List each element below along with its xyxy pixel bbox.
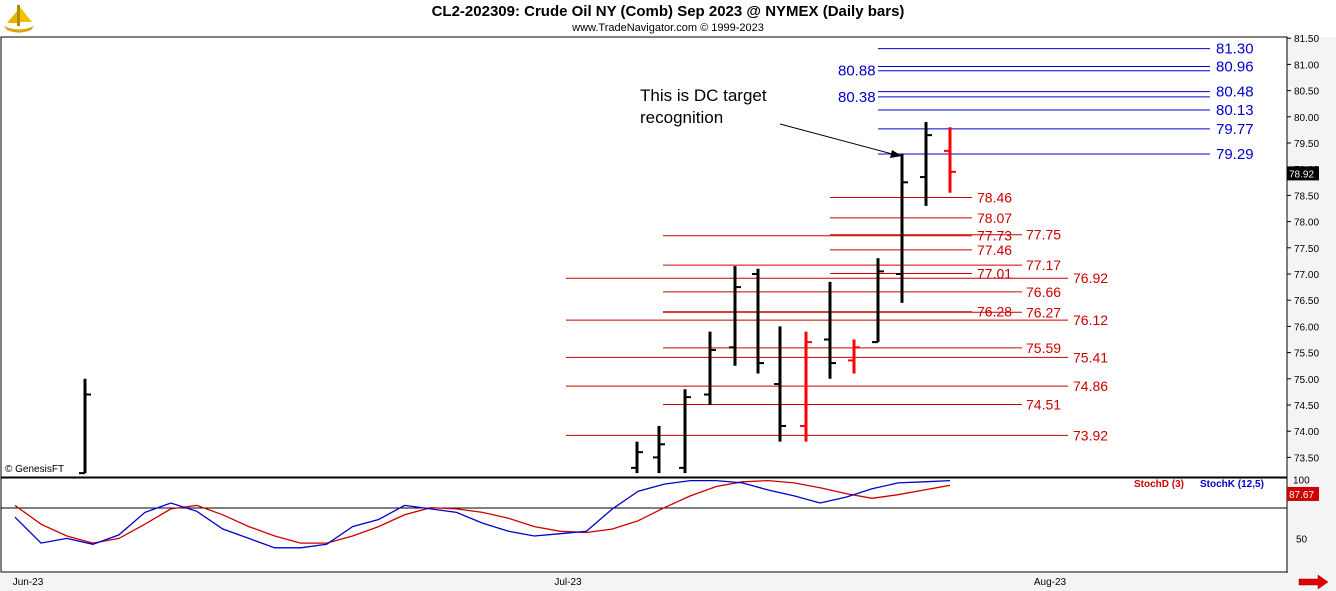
stoch-d-legend: StochD (3) (1134, 479, 1184, 490)
red-level-label: 74.86 (1073, 378, 1108, 394)
y-tick-label: 80.00 (1294, 113, 1319, 124)
y-tick-label: 75.00 (1294, 375, 1319, 386)
red-level-label: 77.73 (977, 228, 1012, 244)
red-level-label: 76.28 (977, 304, 1012, 320)
x-tick-label: Jul-23 (554, 577, 582, 588)
stoch-panel-frame (0, 477, 1288, 573)
stoch-last-label: 87.67 (1289, 490, 1314, 501)
red-level-label: 73.92 (1073, 427, 1108, 443)
x-tick-label: Jun-23 (13, 577, 44, 588)
tradenavigator-ship-logo-icon (4, 5, 34, 33)
red-level-label: 77.75 (1026, 227, 1061, 243)
date-axis-band (0, 573, 1336, 591)
red-level-label: 77.01 (977, 265, 1012, 281)
red-level-label: 77.46 (977, 242, 1012, 258)
stoch-last-tag (1287, 486, 1319, 501)
genesis-copyright: © GenesisFT (5, 464, 64, 475)
red-level-label: 75.59 (1026, 340, 1061, 356)
y-tick-label: 81.00 (1294, 60, 1319, 71)
y-tick-label: 74.00 (1294, 427, 1319, 438)
stoch-k-legend: StochK (12,5) (1200, 479, 1264, 490)
blue-level-label: 80.13 (1216, 102, 1254, 119)
red-level-label: 76.92 (1073, 270, 1108, 286)
blue-level-label-left: 80.88 (838, 63, 876, 80)
price-axis-band (1287, 37, 1336, 573)
red-level-label: 75.41 (1073, 349, 1108, 365)
x-tick-label: Aug-23 (1034, 577, 1067, 588)
y-tick-label: 78.50 (1294, 191, 1319, 202)
last-price-tag (1287, 166, 1319, 181)
red-level-label: 76.12 (1073, 312, 1108, 328)
y-tick-label: 76.50 (1294, 296, 1319, 307)
blue-level-label: 79.77 (1216, 121, 1254, 138)
stoch-y-tick-label: 50 (1296, 534, 1308, 545)
annotation-arrow-line (779, 123, 897, 156)
blue-level-label-left: 80.38 (838, 89, 876, 106)
y-tick-label: 78.00 (1294, 218, 1319, 229)
blue-level-label: 80.48 (1216, 84, 1254, 101)
red-level-label: 76.66 (1026, 284, 1061, 300)
annotation-arrow-head (890, 150, 902, 158)
blue-level-label: 81.30 (1216, 41, 1254, 58)
stoch-d-line (14, 479, 951, 544)
dc-target-annotation: This is DC target recognition (640, 86, 767, 127)
chart-subtitle: www.TradeNavigator.com © 1999-2023 (572, 22, 764, 34)
red-level-label: 76.27 (1026, 304, 1061, 320)
red-level-label: 78.07 (977, 210, 1012, 226)
blue-level-label: 79.29 (1216, 146, 1254, 163)
y-tick-label: 73.50 (1294, 453, 1319, 464)
y-tick-label: 77.50 (1294, 244, 1319, 255)
red-level-label: 78.46 (977, 189, 1012, 205)
red-right-arrow-icon[interactable] (1298, 574, 1329, 590)
y-tick-label: 77.00 (1294, 270, 1319, 281)
last-price-label: 78.92 (1289, 169, 1314, 180)
stoch-y-tick-label: 100 (1293, 475, 1310, 486)
y-tick-label: 74.50 (1294, 401, 1319, 412)
y-tick-label: 75.50 (1294, 349, 1319, 360)
y-tick-label: 79.50 (1294, 139, 1319, 150)
blue-level-label: 80.96 (1216, 58, 1254, 75)
y-tick-label: 76.00 (1294, 322, 1319, 333)
y-tick-label: 81.50 (1294, 34, 1319, 45)
stoch-k-line (14, 479, 951, 549)
red-level-label: 74.51 (1026, 396, 1061, 412)
red-level-label: 77.17 (1026, 257, 1061, 273)
y-tick-label: 80.50 (1294, 87, 1319, 98)
chart-title: CL2-202309: Crude Oil NY (Comb) Sep 2023… (431, 3, 905, 20)
